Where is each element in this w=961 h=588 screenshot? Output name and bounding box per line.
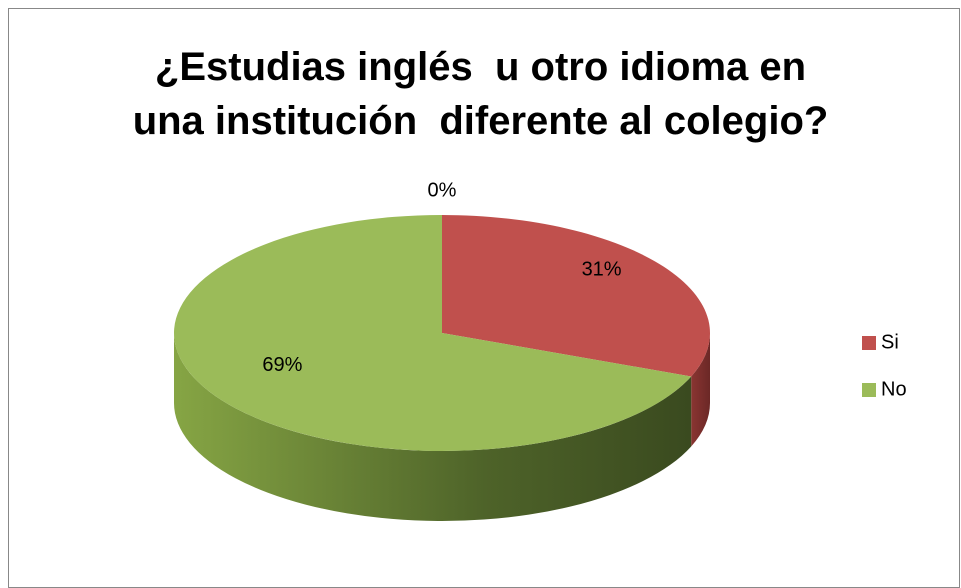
data-label: 69% [262,354,302,376]
legend-swatch [862,336,876,350]
chart-title: ¿Estudias inglés u otro idioma en una in… [132,45,829,143]
legend-swatch [862,383,876,397]
legend-label: No [881,378,907,400]
pie-slice [442,215,710,377]
pie-slice-side [174,333,692,522]
pie-slice-side [691,333,710,447]
legend-label: Si [881,331,899,353]
data-label: 31% [582,259,622,281]
pie-slice [174,215,692,451]
data-label: 0% [428,180,457,202]
